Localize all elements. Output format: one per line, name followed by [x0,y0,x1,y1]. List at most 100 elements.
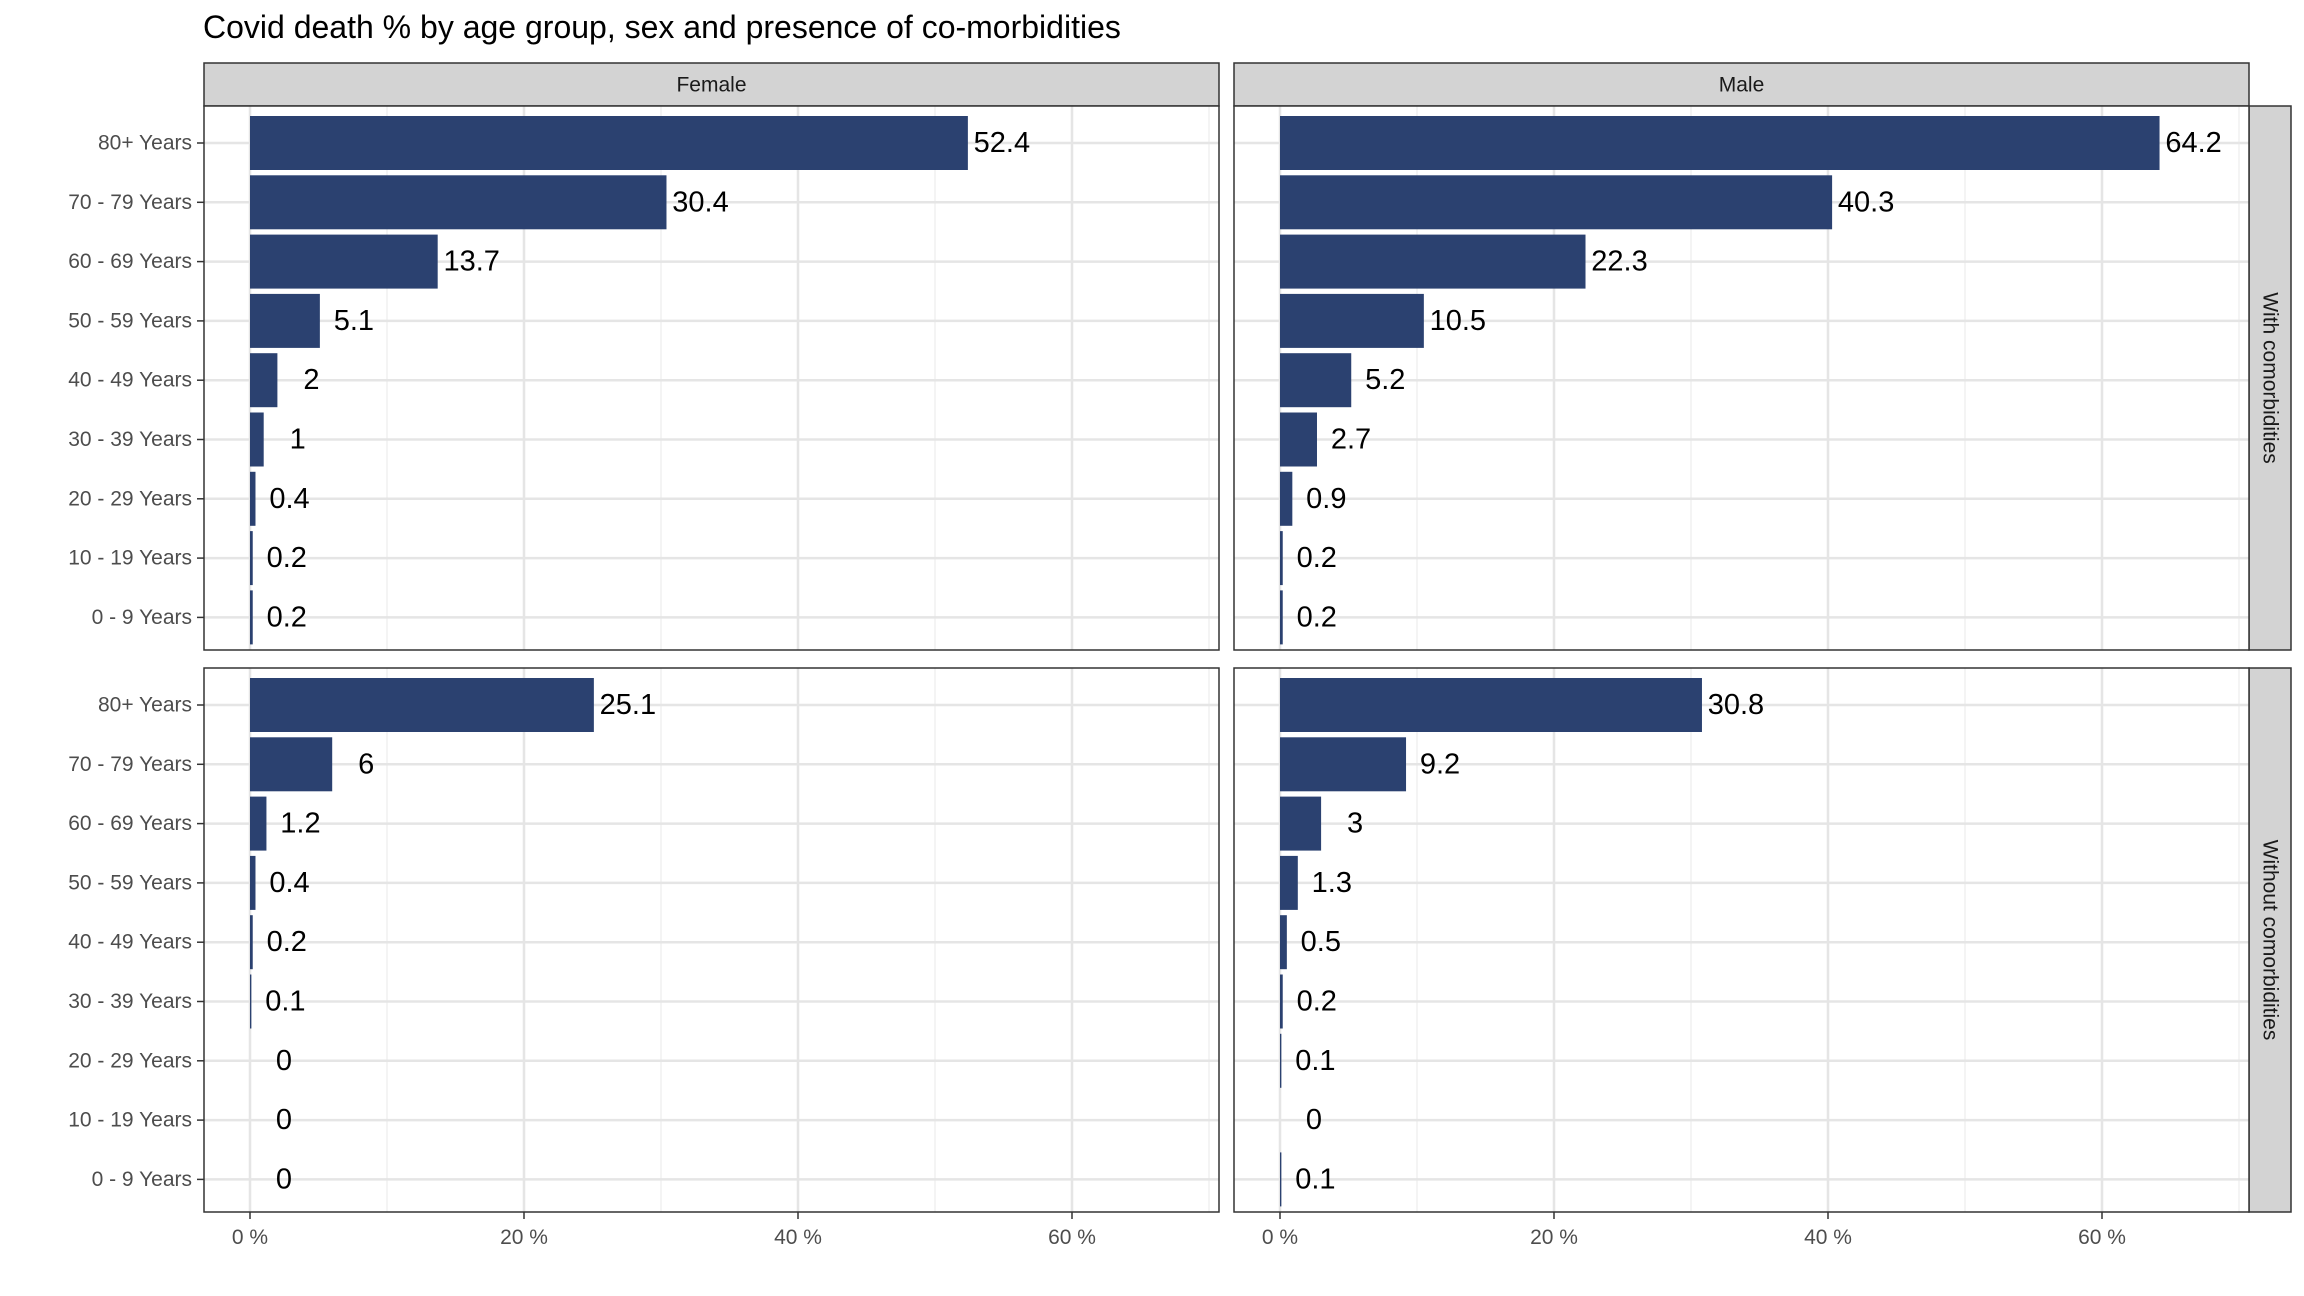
y-tick-label: 40 - 49 Years [68,369,192,392]
bar [250,915,253,970]
data-label: 2.7 [1331,424,1371,456]
y-tick-label: 20 - 29 Years [68,1049,192,1072]
bar [250,353,278,408]
data-label: 3 [1347,808,1363,840]
data-label: 9.2 [1420,748,1460,780]
bar [1280,471,1293,526]
panel-border-female-without-comorbidities [203,667,1220,1213]
bar [250,737,333,792]
x-tick-label: 40 % [1804,1226,1852,1249]
data-label: 0 [276,1104,292,1136]
panel-border-female-with-comorbidities [203,105,1220,651]
y-tick-label: 60 - 69 Years [68,812,192,835]
data-label: 0.1 [1295,1045,1335,1077]
data-label: 0.4 [269,483,309,515]
data-label: 0.1 [1295,1163,1335,1195]
data-label: 0 [276,1163,292,1195]
bar [250,234,438,289]
y-tick-label: 0 - 9 Years [92,1168,192,1191]
y-tick-label: 70 - 79 Years [68,191,192,214]
y-tick-label: 10 - 19 Years [68,547,192,570]
data-label: 64.2 [2165,127,2221,159]
data-label: 0.4 [269,867,309,899]
data-label: 0.2 [1297,542,1337,574]
y-tick-label: 30 - 39 Years [68,428,192,451]
y-tick-label: 50 - 59 Years [68,871,192,894]
y-tick-label: 50 - 59 Years [68,309,192,332]
bar [1280,974,1283,1029]
y-tick-label: 80+ Years [98,694,192,717]
data-label: 25.1 [600,689,656,721]
bar [1280,116,2160,170]
x-tick-label: 60 % [1048,1226,1096,1249]
bar [1280,737,1407,792]
y-tick-label: 10 - 19 Years [68,1109,192,1132]
y-tick-label: 60 - 69 Years [68,250,192,273]
bar [1280,915,1287,970]
strip-female [203,62,1220,107]
data-label: 52.4 [974,127,1030,159]
strip-label-male: Male [1719,74,1765,97]
panel-bg-female-without-comorbidities [204,668,1219,1212]
data-label: 2 [303,364,319,396]
data-label: 0.2 [1297,601,1337,633]
strip-label-without-comorbidities: Without comorbidities [2259,840,2282,1041]
data-label: 5.2 [1365,364,1405,396]
data-label: 40.3 [1838,186,1894,218]
chart-title: Covid death % by age group, sex and pres… [203,9,1121,45]
x-tick-label: 60 % [2078,1226,2126,1249]
y-tick-label: 80+ Years [98,132,192,155]
x-tick-label: 0 % [1262,1226,1298,1249]
y-tick-label: 30 - 39 Years [68,990,192,1013]
bar [1280,590,1283,645]
data-label: 1.3 [1312,867,1352,899]
data-label: 0.9 [1306,483,1346,515]
bar [1280,353,1352,408]
data-label: 0.1 [265,986,305,1018]
bar [250,293,320,348]
bar [1280,175,1833,230]
data-label: 0.5 [1301,926,1341,958]
x-tick-label: 20 % [500,1226,548,1249]
strip-male [1233,62,2250,107]
x-tick-label: 40 % [774,1226,822,1249]
data-label: 5.1 [334,305,374,337]
bar [1280,234,1586,289]
bar [1280,1152,1282,1207]
data-label: 0.2 [267,601,307,633]
panel-border-male-without-comorbidities [1233,667,2250,1213]
bar [250,175,667,230]
x-tick-label: 20 % [1530,1226,1578,1249]
bar [250,116,968,170]
bar [1280,531,1283,586]
strip-label-female: Female [676,74,746,97]
strip-with-comorbidities [2248,105,2292,651]
bar [250,531,253,586]
bar [250,678,594,732]
data-label: 30.8 [1708,689,1764,721]
data-label: 30.4 [672,186,728,218]
strip-label-with-comorbidities: With comorbidities [2259,292,2282,464]
bar [250,412,264,467]
bar [250,974,252,1029]
strip-without-comorbidities [2248,667,2292,1213]
panel-border-male-with-comorbidities [1233,105,2250,651]
data-label: 13.7 [443,246,499,278]
bar [1280,293,1424,348]
y-tick-label: 70 - 79 Years [68,753,192,776]
y-tick-label: 0 - 9 Years [92,606,192,629]
data-label: 0 [276,1045,292,1077]
data-label: 0.2 [267,542,307,574]
data-label: 0 [1306,1104,1322,1136]
bar [1280,412,1317,467]
data-label: 1 [290,424,306,456]
x-tick-label: 0 % [232,1226,268,1249]
y-tick-label: 20 - 29 Years [68,487,192,510]
bar [1280,855,1298,910]
bar [250,471,256,526]
data-label: 0.2 [267,926,307,958]
y-tick-label: 40 - 49 Years [68,931,192,954]
data-label: 1.2 [280,808,320,840]
bar [1280,1033,1282,1088]
